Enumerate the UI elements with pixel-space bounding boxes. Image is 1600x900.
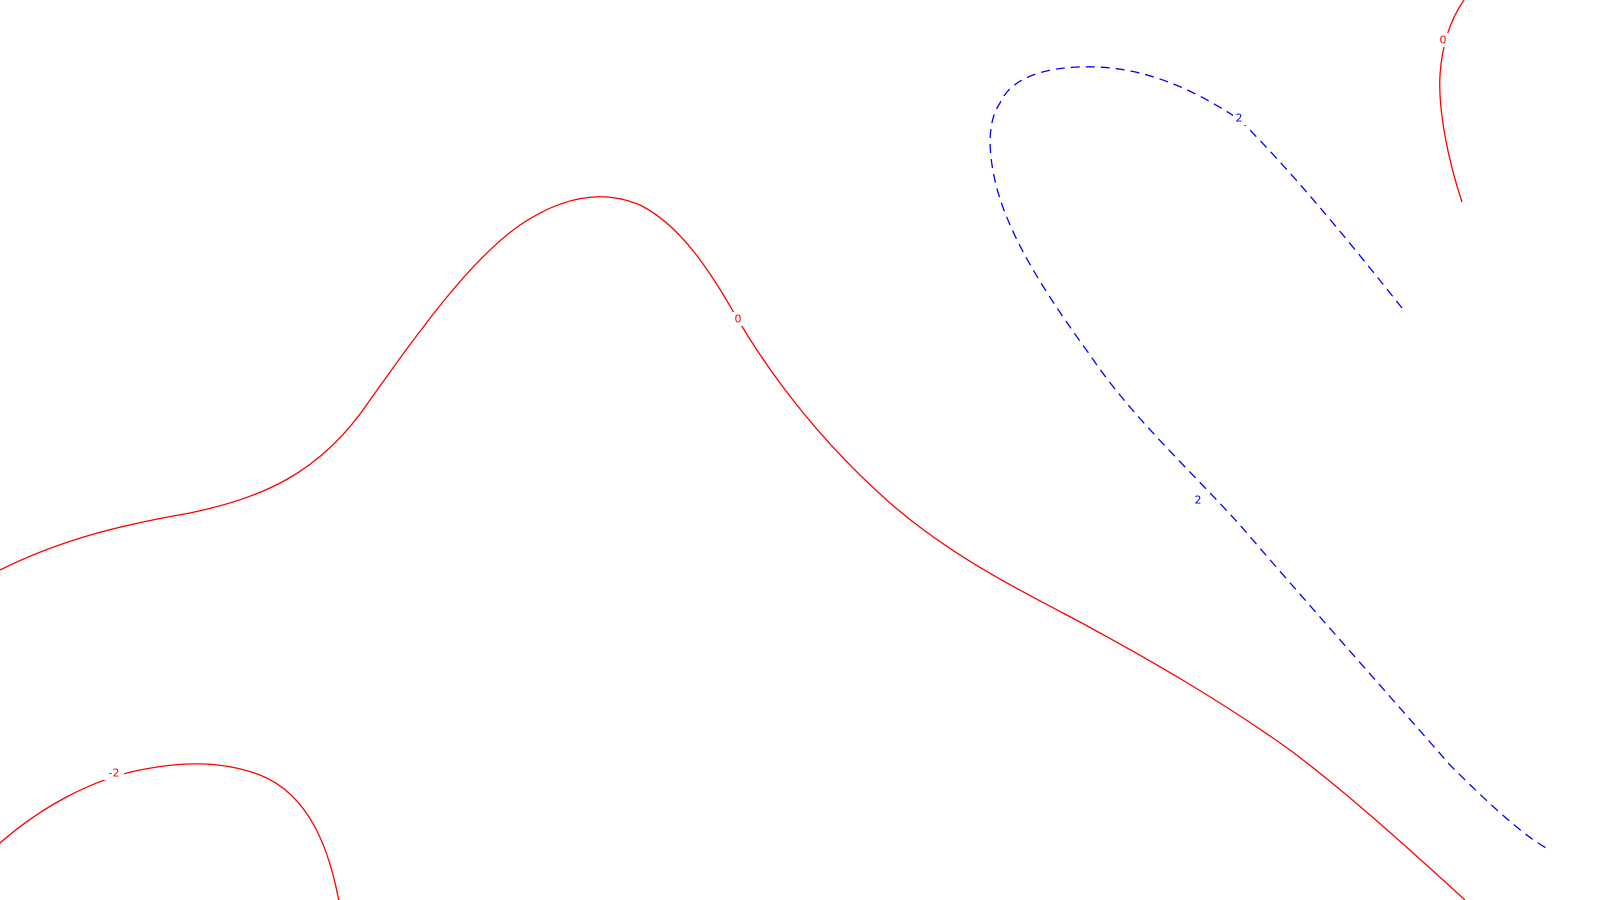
- contour-plus-two: 2 2: [989, 66, 1551, 851]
- contour-label-minus-two: -2: [109, 767, 120, 780]
- contour-zero-upper-right: 0: [1437, 0, 1465, 203]
- contour-zero-main: 0: [0, 195, 1466, 900]
- contour-line-plus-two: [989, 66, 1551, 851]
- contour-label-plus-two-upper: 2: [1236, 112, 1243, 125]
- label-bg: [1233, 111, 1246, 125]
- contour-label-zero-upper-right: 0: [1440, 34, 1447, 47]
- label-bg: [1437, 33, 1450, 47]
- contour-label-zero-main: 0: [735, 313, 742, 326]
- contour-line-zero-main: [0, 195, 1466, 900]
- label-bg: [104, 766, 124, 780]
- label-bg: [1192, 493, 1205, 507]
- contour-label-plus-two-lower: 2: [1195, 494, 1202, 507]
- contour-line-minus-two: [0, 763, 340, 900]
- contour-minus-two: -2: [0, 763, 340, 900]
- label-bg: [731, 312, 745, 326]
- contour-line-zero-upper-right: [1439, 0, 1465, 203]
